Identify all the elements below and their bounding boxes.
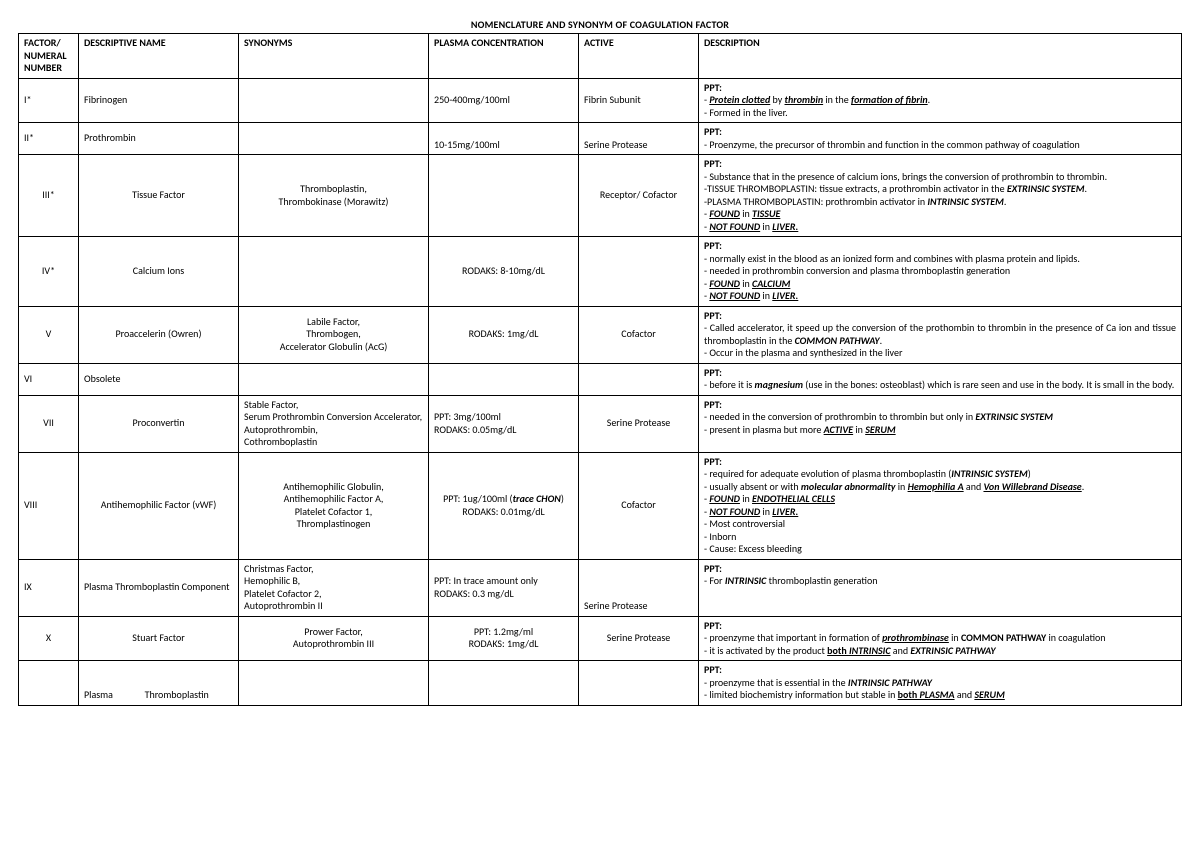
- cell-desc: PPT:- For INTRINSIC thromboplastin gener…: [699, 559, 1182, 616]
- cell-name: Obsolete: [79, 363, 239, 395]
- cell-synonyms: Thromboplastin,Thrombokinase (Morawitz): [239, 155, 429, 237]
- col-name: DESCRIPTIVE NAME: [79, 34, 239, 79]
- table-row: II*Prothrombin 10-15mg/100mlSerine Protea…: [19, 123, 1182, 155]
- coagulation-table: FACTOR/ NUMERAL NUMBER DESCRIPTIVE NAME …: [18, 33, 1182, 706]
- cell-synonyms: [239, 363, 429, 395]
- cell-desc: PPT:- before it is magnesium (use in the…: [699, 363, 1182, 395]
- cell-synonyms: Stable Factor,Serum Prothrombin Conversi…: [239, 395, 429, 452]
- col-plasma: PLASMA CONCENTRATION: [429, 34, 579, 79]
- cell-factor: VI: [19, 363, 79, 395]
- cell-desc: PPT:- required for adequate evolution of…: [699, 452, 1182, 559]
- cell-name: Stuart Factor: [79, 616, 239, 661]
- cell-plasma: 250-400mg/100ml: [429, 78, 579, 123]
- cell-desc: PPT:- proenzyme that important in format…: [699, 616, 1182, 661]
- cell-plasma: RODAKS: 1mg/dL: [429, 306, 579, 363]
- col-active: ACTIVE: [579, 34, 699, 79]
- cell-synonyms: [239, 237, 429, 307]
- cell-plasma: PPT: 1ug/100ml (trace CHON)RODAKS: 0.01m…: [429, 452, 579, 559]
- table-header-row: FACTOR/ NUMERAL NUMBER DESCRIPTIVE NAME …: [19, 34, 1182, 79]
- cell-plasma: PPT: 3mg/100mlRODAKS: 0.05mg/dL: [429, 395, 579, 452]
- cell-desc: PPT:- Proenzyme, the precursor of thromb…: [699, 123, 1182, 155]
- table-row: IXPlasma Thromboplastin ComponentChristm…: [19, 559, 1182, 616]
- cell-active: Fibrin Subunit: [579, 78, 699, 123]
- cell-factor: IX: [19, 559, 79, 616]
- cell-active: Receptor/ Cofactor: [579, 155, 699, 237]
- table-row: I*Fibrinogen 250-400mg/100mlFibrin Subuni…: [19, 78, 1182, 123]
- table-row: IV*Calcium Ions RODAKS: 8-10mg/dL PPT:- no…: [19, 237, 1182, 307]
- cell-desc: PPT:- Called accelerator, it speed up th…: [699, 306, 1182, 363]
- cell-plasma: 10-15mg/100ml: [429, 123, 579, 155]
- cell-factor: VIII: [19, 452, 79, 559]
- cell-name: Plasma Thromboplastin Component: [79, 559, 239, 616]
- col-desc: DESCRIPTION: [699, 34, 1182, 79]
- cell-synonyms: Prower Factor,Autoprothrombin III: [239, 616, 429, 661]
- cell-active: Cofactor: [579, 452, 699, 559]
- cell-name: Proaccelerin (Owren): [79, 306, 239, 363]
- page-title: NOMENCLATURE AND SYNONYM OF COAGULATION …: [18, 18, 1182, 31]
- table-row: VIObsolete PPT:- before it is magnesium (…: [19, 363, 1182, 395]
- cell-desc: PPT:- proenzyme that is essential in the…: [699, 661, 1182, 706]
- cell-name: Plasma Thromboplastin: [79, 661, 239, 706]
- table-row: VIIProconvertinStable Factor,Serum Proth…: [19, 395, 1182, 452]
- cell-desc: PPT:- Substance that in the presence of …: [699, 155, 1182, 237]
- cell-desc: PPT:- normally exist in the blood as an …: [699, 237, 1182, 307]
- cell-active: Serine Protease: [579, 123, 699, 155]
- cell-desc: PPT:- Protein clotted by thrombin in the…: [699, 78, 1182, 123]
- cell-active: Serine Protease: [579, 616, 699, 661]
- cell-factor: V: [19, 306, 79, 363]
- cell-active: Serine Protease: [579, 559, 699, 616]
- cell-active: [579, 661, 699, 706]
- table-row: VIIIAntihemophilic Factor (vWF)Antihemop…: [19, 452, 1182, 559]
- cell-synonyms: [239, 78, 429, 123]
- cell-factor: IV*: [19, 237, 79, 307]
- cell-plasma: RODAKS: 8-10mg/dL: [429, 237, 579, 307]
- table-row: III*Tissue FactorThromboplastin,Thrombok…: [19, 155, 1182, 237]
- cell-plasma: [429, 363, 579, 395]
- cell-factor: [19, 661, 79, 706]
- col-syn: SYNONYMS: [239, 34, 429, 79]
- cell-active: [579, 363, 699, 395]
- cell-name: Tissue Factor: [79, 155, 239, 237]
- cell-synonyms: [239, 123, 429, 155]
- cell-synonyms: Christmas Factor,Hemophilic B,Platelet C…: [239, 559, 429, 616]
- cell-plasma: PPT: 1.2mg/mlRODAKS: 1mg/dL: [429, 616, 579, 661]
- cell-plasma: PPT: In trace amount onlyRODAKS: 0.3 mg/…: [429, 559, 579, 616]
- cell-name: Calcium Ions: [79, 237, 239, 307]
- cell-active: Cofactor: [579, 306, 699, 363]
- cell-name: Proconvertin: [79, 395, 239, 452]
- table-row: XStuart FactorPrower Factor,Autoprothrom…: [19, 616, 1182, 661]
- table-row: Plasma Thromboplastin PPT:- proenzyme tha…: [19, 661, 1182, 706]
- cell-active: Serine Protease: [579, 395, 699, 452]
- cell-name: Fibrinogen: [79, 78, 239, 123]
- cell-factor: III*: [19, 155, 79, 237]
- cell-name: Prothrombin: [79, 123, 239, 155]
- cell-synonyms: [239, 661, 429, 706]
- cell-factor: VII: [19, 395, 79, 452]
- cell-name: Antihemophilic Factor (vWF): [79, 452, 239, 559]
- cell-synonyms: Antihemophilic Globulin,Antihemophilic F…: [239, 452, 429, 559]
- cell-synonyms: Labile Factor,Thrombogen,Accelerator Glo…: [239, 306, 429, 363]
- cell-factor: I*: [19, 78, 79, 123]
- cell-desc: PPT:- needed in the conversion of prothr…: [699, 395, 1182, 452]
- cell-factor: II*: [19, 123, 79, 155]
- cell-plasma: [429, 661, 579, 706]
- cell-plasma: [429, 155, 579, 237]
- col-factor: FACTOR/ NUMERAL NUMBER: [19, 34, 79, 79]
- table-row: VProaccelerin (Owren)Labile Factor,Throm…: [19, 306, 1182, 363]
- cell-factor: X: [19, 616, 79, 661]
- cell-active: [579, 237, 699, 307]
